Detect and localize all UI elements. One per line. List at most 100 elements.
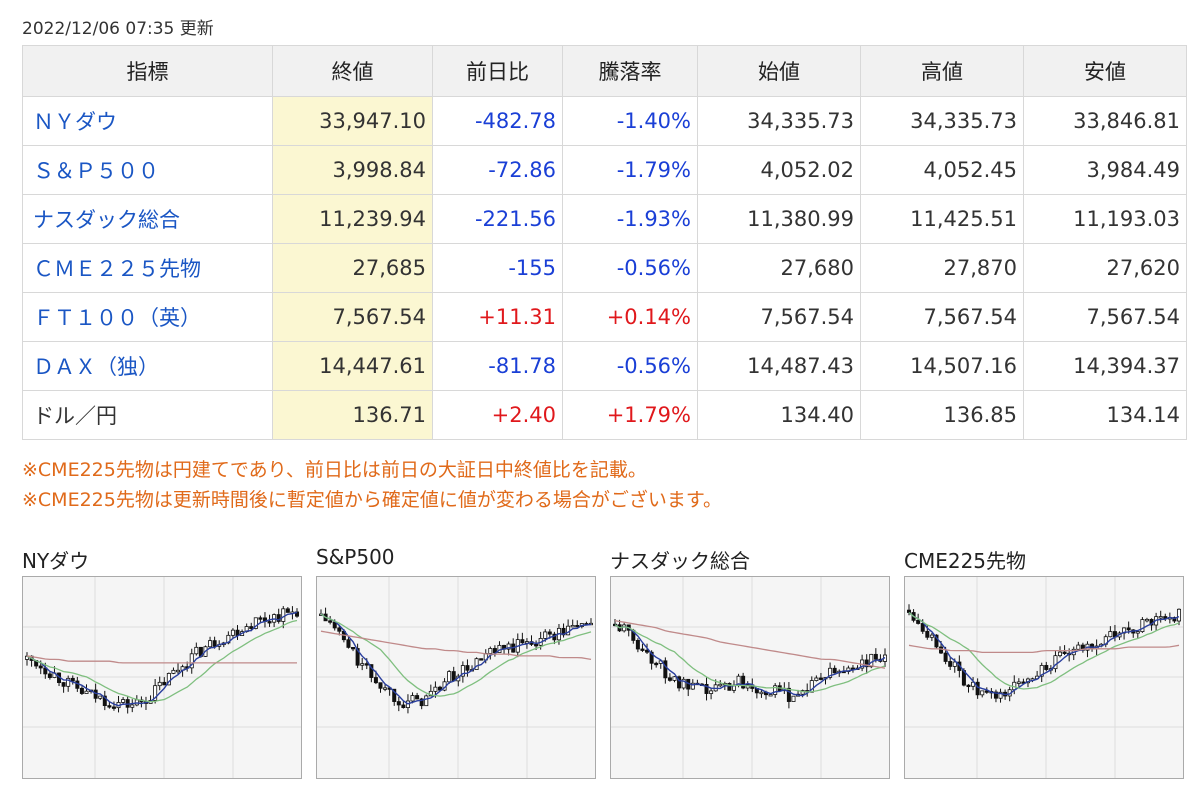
- candle-body: [492, 648, 497, 653]
- index-link[interactable]: Ｓ＆Ｐ５００: [33, 159, 159, 183]
- table-row: ＦＴ１００（英） 7,567.54 +11.31 +0.14% 7,567.54 7,56…: [22, 292, 1187, 342]
- chart-title-cme225[interactable]: CME225先物: [904, 549, 1027, 573]
- row-low: 33,846.81: [1023, 96, 1187, 146]
- candle-body: [424, 695, 429, 707]
- candle-body: [130, 704, 135, 708]
- candle-body: [1172, 617, 1177, 622]
- chart-sp500[interactable]: [316, 576, 596, 779]
- index-link[interactable]: ＤＡＸ（独）: [33, 355, 159, 379]
- chart-title-sp500[interactable]: S&P500: [316, 545, 395, 569]
- index-link[interactable]: ＣＭＥ２２５先物: [33, 257, 201, 281]
- table-row: ドル／円 136.71 +2.40 +1.79% 134.40 136.85 134.14: [22, 390, 1187, 440]
- candle-body: [194, 646, 199, 655]
- candle-body: [869, 653, 874, 668]
- row-low: 11,193.03: [1023, 194, 1187, 244]
- candle-body: [663, 660, 668, 679]
- grid-lines: [317, 577, 595, 778]
- row-open: 11,380.99: [697, 194, 861, 244]
- ma-mid-line: [26, 619, 298, 703]
- candle-body: [704, 684, 709, 694]
- index-link[interactable]: ＮＹダウ: [33, 110, 117, 134]
- candle-body: [166, 673, 171, 686]
- candle-body: [681, 678, 686, 689]
- candle-body: [121, 699, 126, 703]
- chart-title-nydow[interactable]: NYダウ: [22, 549, 90, 573]
- table-row: ＤＡＸ（独） 14,447.61 -81.78 -0.56% 14,487.43 14,5…: [22, 341, 1187, 391]
- candle-body: [534, 644, 539, 647]
- candle-body: [1076, 644, 1081, 650]
- candle-body: [543, 631, 548, 639]
- row-name: ＣＭＥ２２５先物: [22, 243, 273, 293]
- candle-body: [952, 661, 957, 667]
- ma-mid-line: [614, 624, 886, 693]
- candle-body: [1053, 655, 1058, 670]
- row-name: ナスダック総合: [22, 194, 273, 244]
- row-change: -221.56: [432, 194, 563, 244]
- candle-body: [1135, 631, 1140, 634]
- candle-body: [433, 686, 438, 692]
- candle-body: [79, 687, 84, 694]
- candle-body: [566, 625, 571, 636]
- candle-body: [939, 646, 944, 654]
- candle-body: [176, 669, 181, 673]
- table-row: ナスダック総合 11,239.94 -221.56 -1.93% 11,380.99 11…: [22, 194, 1187, 244]
- row-open: 4,052.02: [697, 145, 861, 195]
- candle-body: [1176, 608, 1181, 622]
- ma-long-line: [320, 630, 592, 661]
- candle-body: [328, 620, 333, 623]
- candle-body: [465, 665, 470, 671]
- chart-nydow[interactable]: [22, 576, 302, 779]
- candle-body: [709, 690, 714, 694]
- index-link[interactable]: ナスダック総合: [33, 208, 180, 232]
- candle-body: [93, 689, 98, 699]
- candle-body: [791, 695, 796, 702]
- candle-body: [520, 639, 525, 644]
- row-rate: -1.93%: [562, 194, 698, 244]
- candle-body: [230, 629, 235, 636]
- candle-body: [645, 649, 650, 653]
- candle-body: [907, 609, 912, 613]
- grid-lines: [611, 577, 889, 778]
- candle-body: [392, 688, 397, 702]
- candle-body: [1158, 616, 1163, 619]
- candle-body: [1062, 651, 1067, 654]
- candle-body: [524, 641, 529, 644]
- candle-body: [667, 677, 672, 681]
- candle-body: [351, 647, 356, 650]
- chart-title-nasdaq[interactable]: ナスダック総合: [610, 549, 750, 573]
- candle-body: [447, 671, 452, 683]
- table-header-row: 指標 終値 前日比 騰落率 始値 高値 安値: [22, 45, 1187, 97]
- index-link[interactable]: ＦＴ１００（英）: [33, 306, 201, 330]
- candle-body: [383, 687, 388, 690]
- chart-cme225[interactable]: [904, 576, 1184, 779]
- candle-body: [984, 690, 989, 693]
- candle-body: [993, 691, 998, 699]
- candle-body: [916, 619, 921, 624]
- candle-body: [212, 640, 217, 647]
- candle-body: [966, 684, 971, 688]
- candle-body: [768, 694, 773, 697]
- candles: [907, 604, 1181, 703]
- ma-mid-line: [320, 613, 592, 697]
- candle-body: [640, 648, 645, 651]
- candle-body: [654, 662, 659, 666]
- candle-body: [378, 682, 383, 689]
- candle-body: [920, 623, 925, 632]
- candle-body: [727, 682, 732, 691]
- chart-nasdaq[interactable]: [610, 576, 890, 779]
- header-open: 始値: [697, 45, 861, 97]
- header-change: 前日比: [432, 45, 563, 97]
- candle-body: [98, 695, 103, 699]
- row-open: 27,680: [697, 243, 861, 293]
- candle-body: [281, 608, 286, 622]
- candle-body: [814, 677, 819, 681]
- row-name: ＦＴ１００（英）: [22, 292, 273, 342]
- candle-body: [396, 701, 401, 706]
- candle-body: [622, 624, 627, 632]
- notes: ※CME225先物は円建てであり、前日比は前日の大証日中終値比を記載。 ※CME…: [22, 455, 722, 515]
- candle-body: [208, 640, 213, 648]
- candle-body: [61, 682, 66, 687]
- candle-body: [1126, 627, 1131, 631]
- table-row: Ｓ＆Ｐ５００ 3,998.84 -72.86 -1.79% 4,052.02 4,052.…: [22, 145, 1187, 195]
- row-change: -81.78: [432, 341, 563, 391]
